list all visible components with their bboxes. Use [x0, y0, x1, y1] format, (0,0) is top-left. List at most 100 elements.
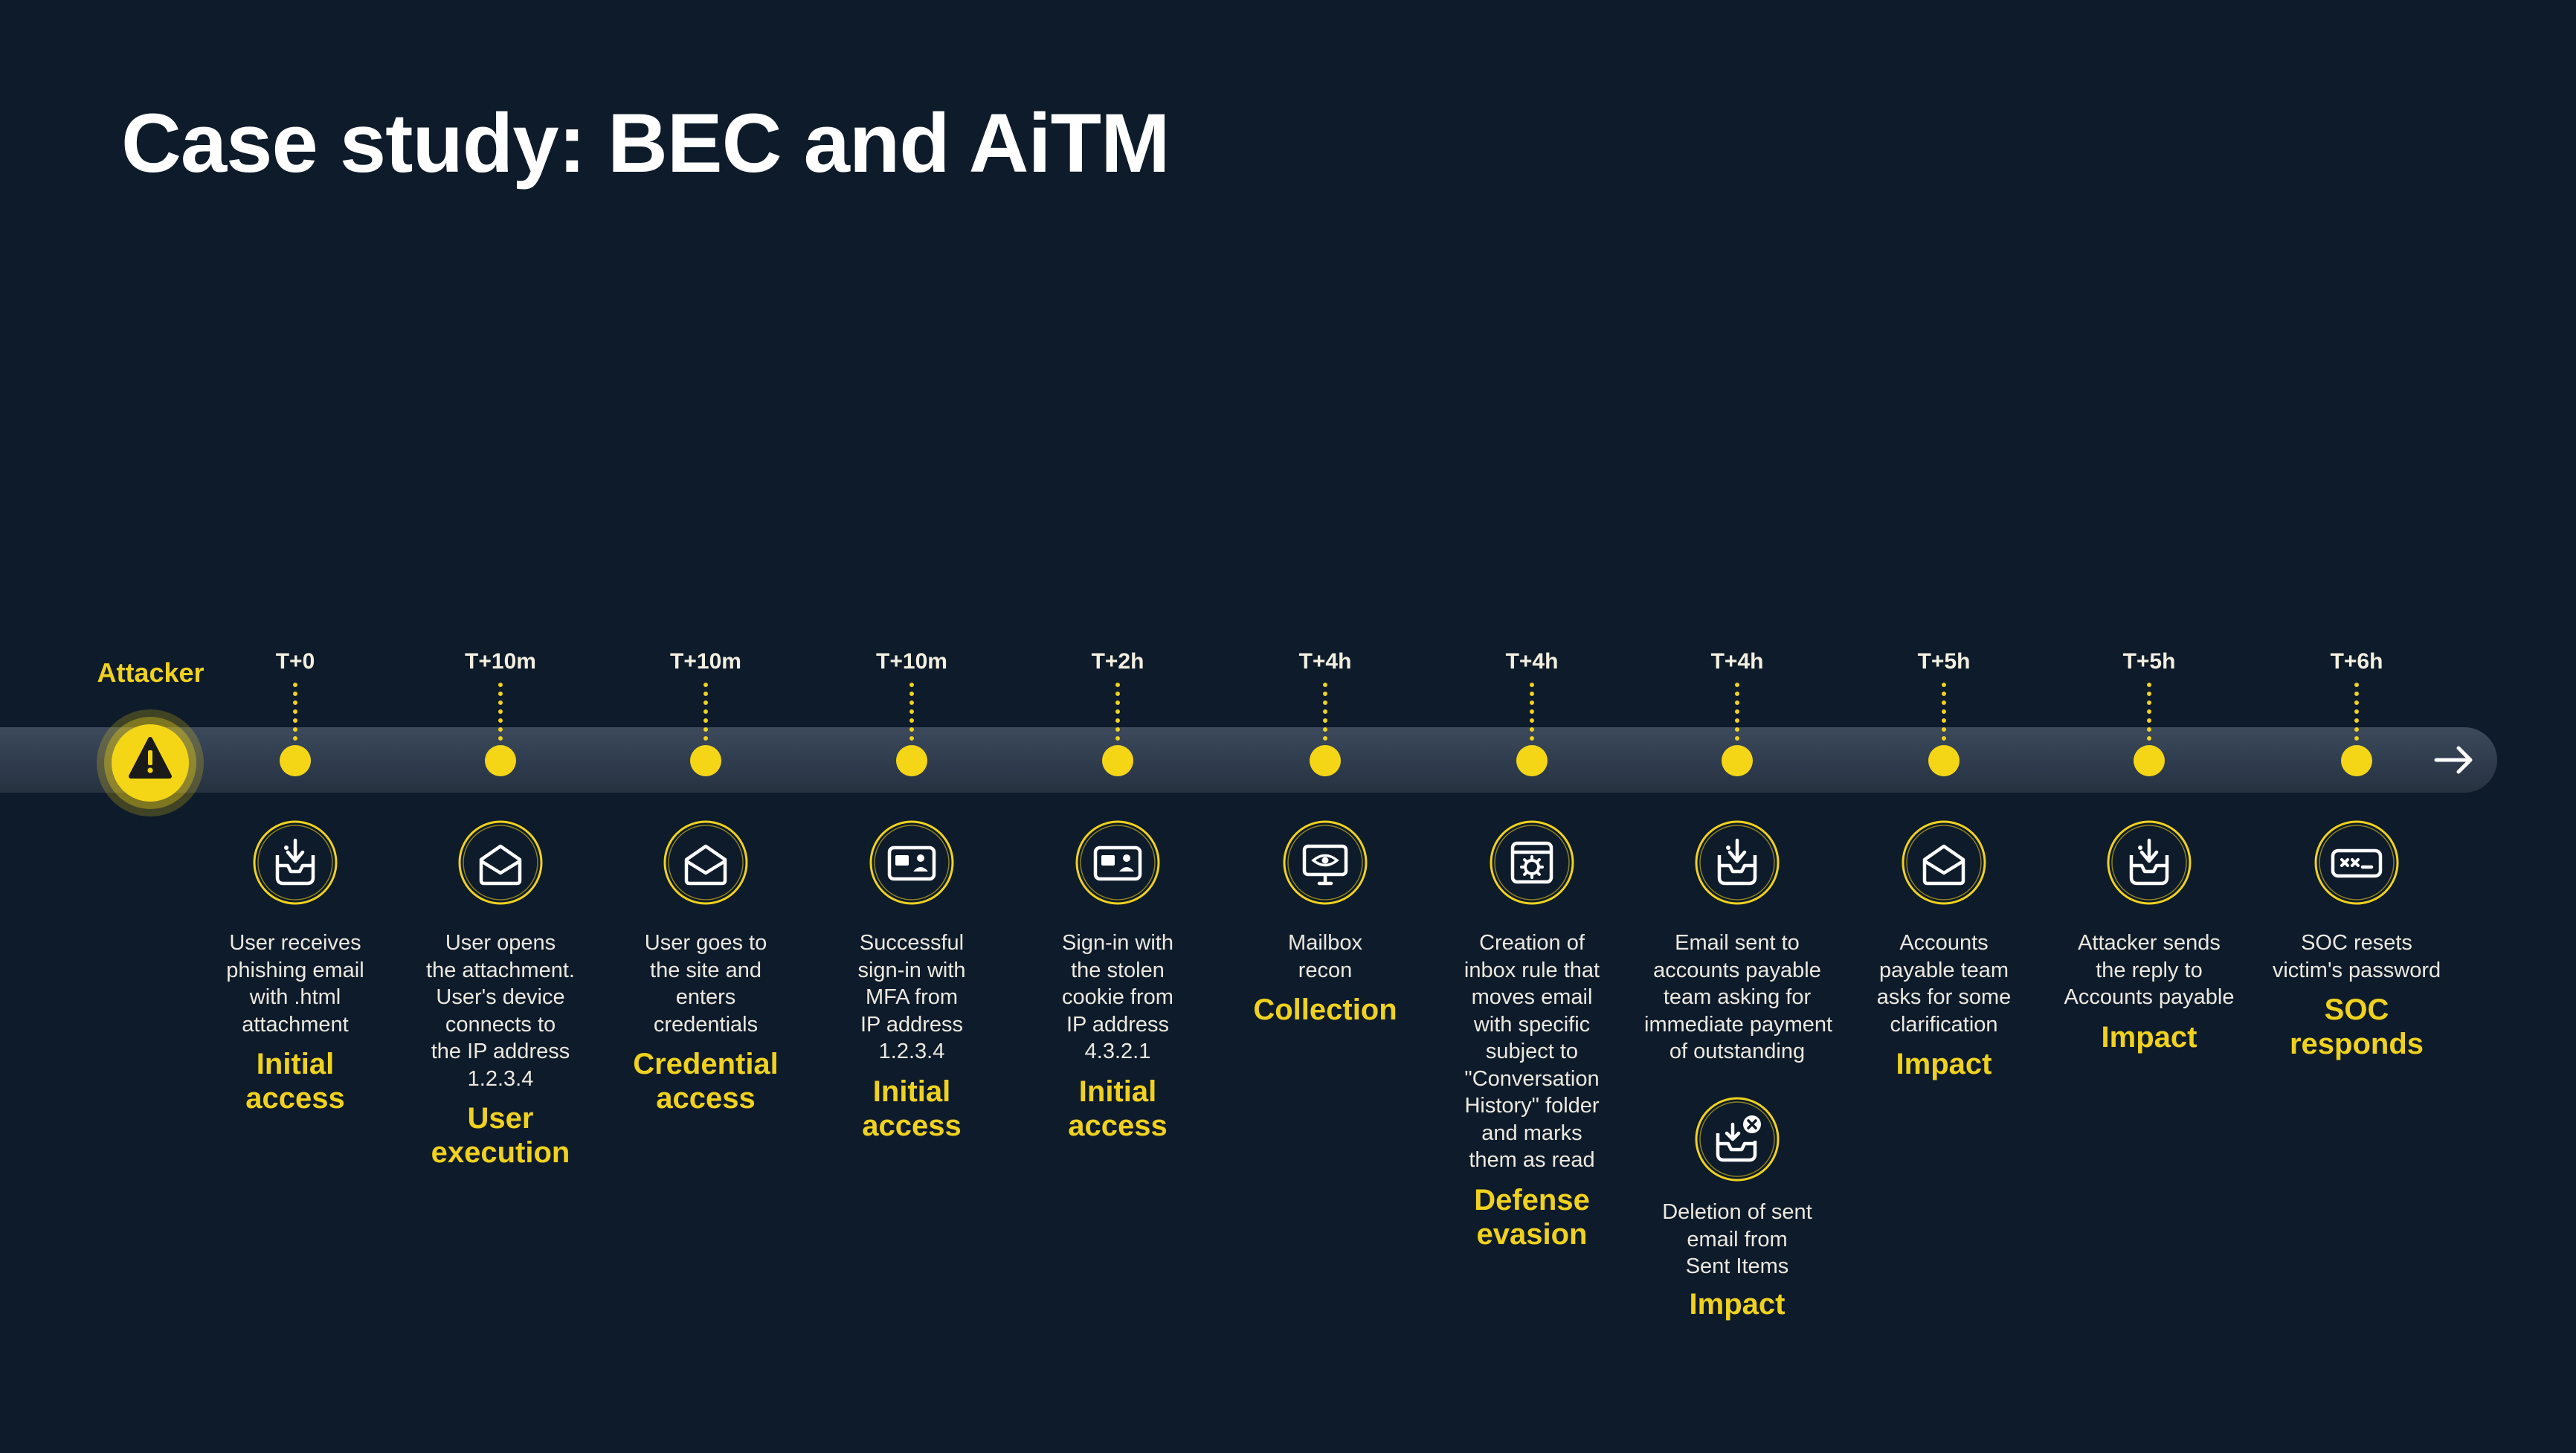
open-envelope-icon: [663, 820, 748, 905]
tactic-line: access: [862, 1109, 962, 1142]
tactic-label: Credential access: [594, 1047, 817, 1115]
event-description: User receives phishing email with .html att…: [202, 930, 388, 1038]
description-line: asks for some: [1876, 985, 2012, 1009]
event-description: Attacker sends the reply to Accounts payab…: [2056, 930, 2242, 1011]
id-card-icon: [869, 820, 954, 905]
description-line: 1.2.3.4: [467, 1066, 534, 1091]
event-description: Deletion of sent email from Sent Items: [1644, 1199, 1830, 1280]
description-line: MFA from: [865, 985, 959, 1009]
inbox-download-icon: [1695, 820, 1780, 905]
description-line: History" folder: [1464, 1094, 1600, 1118]
description-line: User goes to: [644, 931, 767, 955]
timeline-dot: [2134, 745, 2165, 776]
tactic-line: evasion: [1476, 1217, 1588, 1251]
event-description: Sign-in with the stolen cookie from IP addr…: [1025, 930, 1211, 1066]
description-line: sign-in with: [857, 958, 966, 982]
description-line: phishing email: [226, 958, 364, 982]
tactic-line: SOC: [2324, 993, 2389, 1026]
description-line: team asking for: [1663, 985, 1812, 1009]
timeline-dot: [690, 745, 721, 776]
dotted-connector: [2354, 683, 2359, 741]
tactic-line: Initial: [256, 1048, 335, 1080]
description-line: 1.2.3.4: [878, 1040, 945, 1063]
tactic-label: Initial access: [1006, 1075, 1229, 1143]
description-line: cookie from: [1062, 985, 1173, 1009]
event-description: User opens the attachment. User's device co…: [408, 930, 593, 1092]
tactic-line: Defense: [1474, 1183, 1590, 1217]
tactic-line: Credential: [633, 1048, 779, 1080]
description-line: the reply to: [2096, 958, 2203, 982]
description-line: the site and: [650, 958, 761, 982]
description-line: of outstanding: [1669, 1040, 1806, 1063]
settings-window-icon: [1490, 820, 1574, 905]
description-line: Accounts: [1899, 931, 1989, 955]
description-line: User's device: [436, 985, 565, 1009]
event-time: T+10m: [876, 649, 947, 674]
description-line: SOC resets: [2301, 931, 2412, 955]
dotted-connector: [1323, 683, 1327, 741]
description-line: Creation of: [1479, 931, 1585, 955]
description-line: clarification: [1890, 1012, 1998, 1037]
timeline-dot: [280, 745, 311, 776]
event-description: Mailbox recon: [1232, 930, 1418, 984]
event-description: SOC resets victim's password: [2264, 930, 2450, 984]
dotted-connector: [2147, 683, 2151, 741]
description-line: Deletion of sent: [1662, 1200, 1812, 1224]
password-icon: [2314, 820, 2399, 905]
event-time: T+5h: [2122, 649, 2176, 674]
tactic-line: responds: [2289, 1028, 2424, 1060]
event-description: Email sent to accounts payable team asking…: [1644, 930, 1833, 1066]
event-time: T+6h: [2330, 649, 2383, 674]
description-line: "Conversation: [1464, 1066, 1600, 1091]
tactic-line: Initial: [872, 1075, 951, 1108]
description-line: inbox rule that: [1464, 958, 1600, 982]
description-line: email from: [1687, 1227, 1788, 1251]
page-title: Case study: BEC and AiTM: [121, 97, 1170, 190]
description-line: payable team: [1878, 958, 2009, 982]
description-line: the attachment.: [426, 958, 575, 982]
description-line: Accounts payable: [2064, 985, 2235, 1009]
event-time: T+10m: [465, 649, 536, 674]
event-time: T+0: [275, 649, 315, 674]
timeline-dot: [1310, 745, 1341, 776]
timeline-dot: [1722, 745, 1753, 776]
tactic-label: Initial access: [184, 1047, 407, 1115]
description-line: moves email: [1471, 985, 1593, 1009]
description-line: them as read: [1469, 1148, 1595, 1172]
tactic-label: Impact: [1832, 1047, 2055, 1081]
tactic-line: Impact: [2101, 1020, 2197, 1054]
description-line: with specific: [1473, 1012, 1591, 1037]
description-line: credentials: [653, 1012, 759, 1037]
dotted-connector: [293, 683, 297, 741]
description-line: IP address: [860, 1012, 964, 1037]
attacker-label: Attacker: [97, 657, 205, 688]
description-line: Email sent to: [1675, 931, 1800, 955]
description-line: User opens: [445, 931, 556, 955]
description-line: with .html: [249, 985, 341, 1009]
description-line: immediate payment: [1644, 1012, 1833, 1037]
description-line: and marks: [1481, 1121, 1582, 1145]
description-line: victim's password: [2272, 958, 2441, 982]
timeline-dot: [1928, 745, 1960, 776]
description-line: enters: [675, 985, 736, 1009]
tactic-line: Impact: [1896, 1048, 1992, 1080]
description-line: accounts payable: [1653, 958, 1821, 982]
description-line: 4.3.2.1: [1084, 1040, 1151, 1063]
description-line: Mailbox: [1288, 931, 1362, 955]
description-line: recon: [1298, 958, 1353, 982]
inbox-download-icon: [253, 820, 338, 905]
event-time: T+5h: [1917, 649, 1971, 674]
tactic-line: execution: [431, 1136, 570, 1169]
tactic-label: Impact: [2038, 1020, 2261, 1054]
arrow-right-icon: [2434, 746, 2473, 774]
tactic-line: access: [1068, 1109, 1168, 1142]
tactic-label: Impact: [1689, 1288, 1786, 1321]
inbox-download-icon: [2107, 820, 2192, 905]
description-line: the IP address: [431, 1040, 570, 1063]
event-time: T+4h: [1298, 649, 1352, 674]
description-line: subject to: [1485, 1040, 1579, 1063]
timeline-dot: [2341, 745, 2372, 776]
tactic-label: SOC responds: [2245, 993, 2468, 1061]
event-description: Successful sign-in with MFA from IP address…: [819, 930, 1005, 1066]
description-line: the stolen: [1071, 958, 1165, 982]
